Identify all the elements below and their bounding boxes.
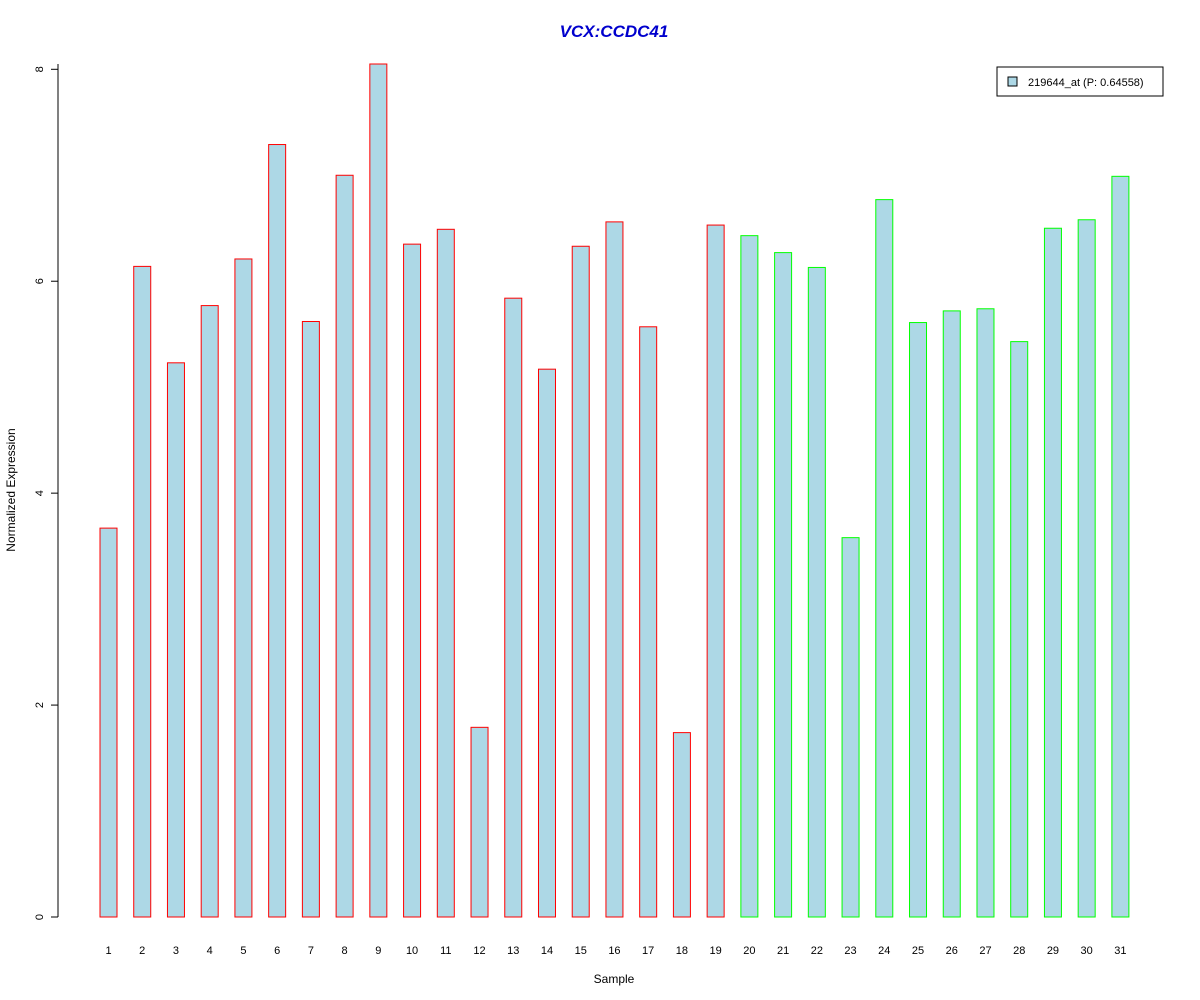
bar-sample-26 — [942, 310, 961, 918]
bar-sample-9 — [369, 63, 388, 918]
x-tick-label: 19 — [710, 945, 722, 957]
bar-sample-4 — [200, 305, 219, 918]
bar-sample-31 — [1111, 175, 1130, 918]
x-axis-tick-labels: 1 2 3 4 5 6 7 8 9 10 11 12 13 14 15 16 17 18 19 20 21 22 23 24 2… — [105, 945, 1126, 957]
legend-swatch — [1007, 76, 1018, 87]
x-tick-label: 22 — [811, 945, 823, 957]
x-tick-label: 3 — [173, 945, 179, 957]
bar-sample-3 — [166, 362, 185, 918]
x-tick-label: 20 — [743, 945, 755, 957]
x-tick-label: 25 — [912, 945, 924, 957]
bar-sample-27 — [976, 308, 995, 918]
x-tick-label: 28 — [1013, 945, 1025, 957]
bar-sample-1 — [99, 527, 118, 918]
x-tick-label: 31 — [1114, 945, 1126, 957]
x-tick-label: 7 — [308, 945, 314, 957]
x-tick-label: 16 — [608, 945, 620, 957]
x-tick-label: 21 — [777, 945, 789, 957]
x-tick-label: 4 — [207, 945, 213, 957]
y-axis-label: Normalized Expression — [4, 428, 18, 551]
bar-sample-23 — [841, 537, 860, 918]
x-tick-label: 24 — [878, 945, 890, 957]
x-tick-label: 9 — [375, 945, 381, 957]
x-tick-label: 8 — [342, 945, 348, 957]
bar-sample-2 — [133, 265, 152, 918]
x-tick-label: 1 — [105, 945, 111, 957]
y-tick-label: 8 — [34, 66, 46, 72]
x-tick-label: 23 — [844, 945, 856, 957]
bar-sample-20 — [740, 235, 759, 918]
bar-sample-8 — [335, 174, 354, 918]
bar-sample-19 — [706, 224, 725, 918]
bars — [99, 63, 1130, 918]
chart-title: VCX:CCDC41 — [560, 22, 669, 41]
y-tick-label: 4 — [34, 490, 46, 496]
x-tick-label: 27 — [979, 945, 991, 957]
bar-sample-14 — [537, 368, 556, 918]
bar-sample-11 — [436, 228, 455, 918]
bar-sample-13 — [504, 297, 523, 918]
x-tick-label: 5 — [240, 945, 246, 957]
x-tick-label: 10 — [406, 945, 418, 957]
y-tick-label: 2 — [34, 702, 46, 708]
bar-sample-21 — [774, 252, 793, 918]
x-tick-label: 29 — [1047, 945, 1059, 957]
x-tick-label: 18 — [676, 945, 688, 957]
bar-sample-22 — [807, 266, 826, 918]
bar-sample-12 — [470, 726, 489, 918]
bar-sample-16 — [605, 221, 624, 918]
bar-sample-10 — [403, 243, 422, 918]
bar-sample-25 — [909, 322, 928, 918]
bar-sample-15 — [571, 245, 590, 918]
legend-box — [996, 66, 1164, 97]
bar-sample-29 — [1043, 227, 1062, 918]
x-tick-label: 15 — [575, 945, 587, 957]
bar-sample-17 — [639, 326, 658, 918]
bar-sample-18 — [672, 732, 691, 918]
x-tick-label: 14 — [541, 945, 553, 957]
x-tick-label: 17 — [642, 945, 654, 957]
legend: 219644_at (P: 0.64558) — [996, 66, 1164, 97]
bar-sample-5 — [234, 258, 253, 918]
x-tick-label: 11 — [440, 945, 451, 957]
y-axis-ticks: 0 2 4 6 8 — [34, 66, 58, 920]
bar-sample-6 — [268, 144, 287, 918]
y-tick-label: 6 — [34, 278, 46, 284]
x-tick-label: 13 — [507, 945, 519, 957]
x-tick-label: 26 — [946, 945, 958, 957]
x-tick-label: 12 — [473, 945, 485, 957]
bar-sample-28 — [1010, 341, 1029, 918]
x-tick-label: 2 — [139, 945, 145, 957]
x-axis-label: Sample — [594, 972, 635, 986]
y-tick-label: 0 — [34, 914, 46, 920]
x-tick-label: 6 — [274, 945, 280, 957]
bar-sample-24 — [875, 199, 894, 918]
x-tick-label: 30 — [1081, 945, 1093, 957]
bar-sample-30 — [1077, 219, 1096, 918]
legend-label: 219644_at (P: 0.64558) — [1028, 77, 1144, 89]
bar-sample-7 — [301, 320, 320, 918]
